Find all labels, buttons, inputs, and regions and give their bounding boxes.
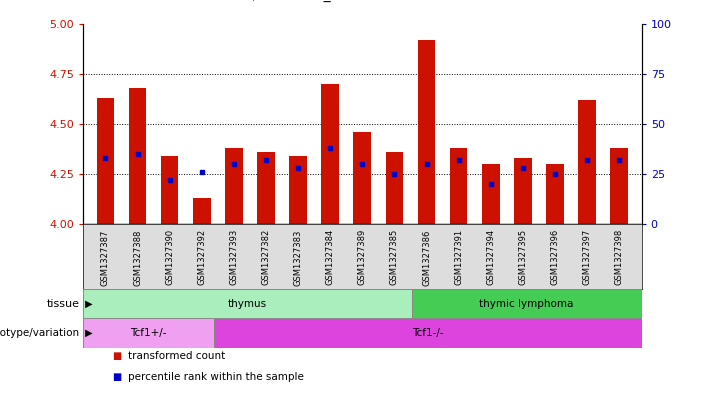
Text: GDS4867 / 1432986_at: GDS4867 / 1432986_at	[183, 0, 345, 2]
Text: GSM1327387: GSM1327387	[101, 229, 110, 286]
Text: Tcf1+/-: Tcf1+/-	[131, 328, 167, 338]
Bar	[83, 318, 214, 348]
Text: GSM1327393: GSM1327393	[229, 229, 239, 285]
Bar	[289, 156, 307, 224]
Bar	[353, 132, 371, 224]
Text: percentile rank within the sample: percentile rank within the sample	[128, 372, 304, 382]
Bar	[482, 164, 500, 224]
Bar	[514, 158, 531, 224]
Text: GSM1327392: GSM1327392	[198, 229, 206, 285]
Text: GSM1327388: GSM1327388	[133, 229, 142, 286]
Bar	[214, 318, 642, 348]
Text: ▶: ▶	[82, 328, 93, 338]
Text: GSM1327386: GSM1327386	[422, 229, 431, 286]
Text: GSM1327382: GSM1327382	[262, 229, 270, 285]
Bar	[322, 84, 339, 224]
Text: transformed count: transformed count	[128, 351, 225, 361]
Text: GSM1327396: GSM1327396	[551, 229, 559, 285]
Bar	[161, 156, 179, 224]
Text: ■: ■	[112, 351, 121, 361]
Text: thymus: thymus	[228, 299, 267, 309]
Text: GSM1327398: GSM1327398	[615, 229, 624, 285]
Text: GSM1327397: GSM1327397	[583, 229, 592, 285]
Bar	[417, 40, 435, 224]
Bar	[578, 100, 596, 224]
Text: ▶: ▶	[82, 299, 93, 309]
Bar	[257, 152, 275, 224]
Text: GSM1327384: GSM1327384	[326, 229, 335, 285]
Text: GSM1327391: GSM1327391	[454, 229, 463, 285]
Text: GSM1327390: GSM1327390	[165, 229, 174, 285]
Text: Tcf1-/-: Tcf1-/-	[412, 328, 444, 338]
Text: GSM1327394: GSM1327394	[486, 229, 495, 285]
Bar	[83, 289, 412, 318]
Text: GSM1327389: GSM1327389	[358, 229, 367, 285]
Text: thymic lymphoma: thymic lymphoma	[479, 299, 574, 309]
Text: tissue: tissue	[46, 299, 79, 309]
Bar	[386, 152, 403, 224]
Text: ■: ■	[112, 372, 121, 382]
Text: GSM1327395: GSM1327395	[518, 229, 527, 285]
Bar	[97, 98, 114, 224]
Bar	[546, 164, 564, 224]
Text: GSM1327383: GSM1327383	[293, 229, 303, 286]
Bar	[225, 148, 243, 224]
Text: genotype/variation: genotype/variation	[0, 328, 79, 338]
Text: GSM1327385: GSM1327385	[390, 229, 399, 285]
Bar	[128, 88, 146, 224]
Bar	[193, 198, 211, 224]
Bar	[450, 148, 467, 224]
Bar	[611, 148, 628, 224]
Bar	[412, 289, 642, 318]
